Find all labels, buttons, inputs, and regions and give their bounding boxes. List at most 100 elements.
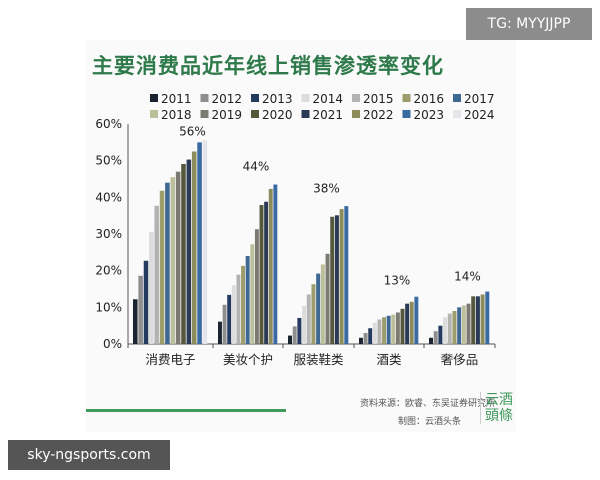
bar-2016 [452, 311, 457, 344]
bar-2018 [320, 264, 325, 344]
y-tick-label: 30% [95, 227, 122, 241]
bar-2019 [254, 229, 259, 344]
bar-2018 [391, 314, 396, 344]
legend-label: 2019 [212, 108, 243, 122]
bar-2020 [471, 296, 476, 344]
bar-2016 [241, 265, 245, 344]
legend-swatch [150, 110, 158, 118]
bar-2020 [400, 308, 405, 344]
bar-2023 [344, 206, 349, 344]
bar-2013 [143, 260, 149, 344]
bar-2019 [175, 171, 181, 344]
y-tick-label: 40% [95, 190, 122, 204]
bar-2023 [197, 142, 202, 344]
x-tick-label: 酒类 [376, 352, 402, 367]
bar-2014 [443, 317, 448, 344]
legend-swatch [402, 94, 411, 102]
legend-label: 2016 [414, 92, 445, 106]
bar-2013 [297, 317, 302, 344]
source-text: 资料来源：欧睿、东吴证券研究所 [360, 399, 496, 409]
x-tick-label: 奢侈品 [441, 352, 479, 367]
bar-2011 [429, 337, 433, 344]
bar-2015 [377, 319, 382, 344]
data-label: 13% [384, 273, 411, 287]
bar-2018 [170, 177, 176, 344]
bar-2020 [259, 205, 264, 344]
bar-2022 [339, 209, 344, 344]
bar-2017 [165, 182, 170, 344]
credit-text: 制图：云酒头条 [398, 417, 462, 427]
legend-label: 2017 [464, 92, 495, 106]
bar-2020 [181, 163, 186, 344]
bar-2021 [405, 303, 410, 344]
bar-2015 [306, 294, 311, 344]
bar-2017 [316, 273, 321, 344]
bar-2019 [395, 312, 400, 344]
bar-2015 [447, 313, 452, 344]
y-tick-label: 10% [95, 300, 122, 314]
legend-label: 2014 [313, 92, 344, 106]
legend-label: 2018 [161, 108, 192, 122]
divider [86, 409, 286, 412]
x-tick-label: 服装鞋类 [293, 352, 344, 367]
bar-2014 [372, 322, 377, 344]
legend-swatch [352, 110, 360, 118]
legend-swatch [251, 110, 259, 118]
bar-2018 [461, 305, 466, 344]
legend-swatch [301, 110, 310, 118]
bar-2011 [133, 299, 138, 344]
bar-2013 [368, 328, 373, 344]
bar-2013 [438, 325, 443, 344]
bar-2012 [138, 275, 143, 344]
legend-swatch [301, 94, 310, 102]
bar-2014 [231, 285, 236, 344]
legend-label: 2013 [262, 92, 293, 106]
bar-2021 [186, 159, 192, 344]
legend-swatch [402, 110, 411, 118]
bar-2011 [288, 335, 292, 344]
bar-2018 [250, 244, 255, 344]
bar-2017 [245, 256, 250, 344]
bar-2022 [480, 294, 485, 344]
x-tick-label: 美妆个护 [223, 352, 273, 367]
bar-2017 [457, 307, 462, 344]
bar-2023 [414, 296, 419, 344]
bar-2022 [191, 151, 197, 344]
bar-2023 [485, 291, 490, 344]
bar-2011 [218, 321, 222, 344]
bar-2022 [268, 188, 273, 344]
legend-label: 2022 [363, 108, 394, 122]
legend-label: 2020 [262, 108, 293, 122]
legend-swatch [150, 94, 158, 102]
site-label: sky-ngsports.com [8, 440, 170, 470]
bar-2012 [363, 333, 368, 344]
bar-2015 [154, 205, 159, 344]
data-label: 14% [454, 270, 481, 284]
data-label: 38% [313, 182, 340, 196]
bar-2019 [466, 303, 471, 344]
y-tick-label: 60% [95, 117, 122, 131]
bar-2014 [149, 231, 154, 344]
data-label: 56% [179, 125, 206, 139]
watermark-badge: TG: MYYJJPP [466, 8, 592, 40]
legend-swatch [352, 94, 360, 102]
bar-2012 [433, 331, 438, 344]
legend-label: 2023 [414, 108, 445, 122]
bar-2020 [330, 216, 335, 344]
bar-2016 [311, 284, 316, 344]
data-label: 44% [243, 160, 270, 174]
legend-swatch [200, 94, 209, 102]
y-tick-label: 50% [95, 154, 122, 168]
bar-2021 [264, 201, 269, 344]
bar-2024 [202, 140, 208, 344]
legend-swatch [453, 94, 461, 102]
bar-2019 [325, 253, 330, 344]
legend-label: 2011 [161, 92, 192, 106]
legend-swatch [453, 110, 461, 118]
legend-label: 2021 [313, 108, 344, 122]
legend-label: 2024 [464, 108, 495, 122]
x-tick-label: 消费电子 [145, 352, 195, 367]
bar-2013 [227, 294, 232, 344]
bar-2016 [382, 317, 386, 344]
